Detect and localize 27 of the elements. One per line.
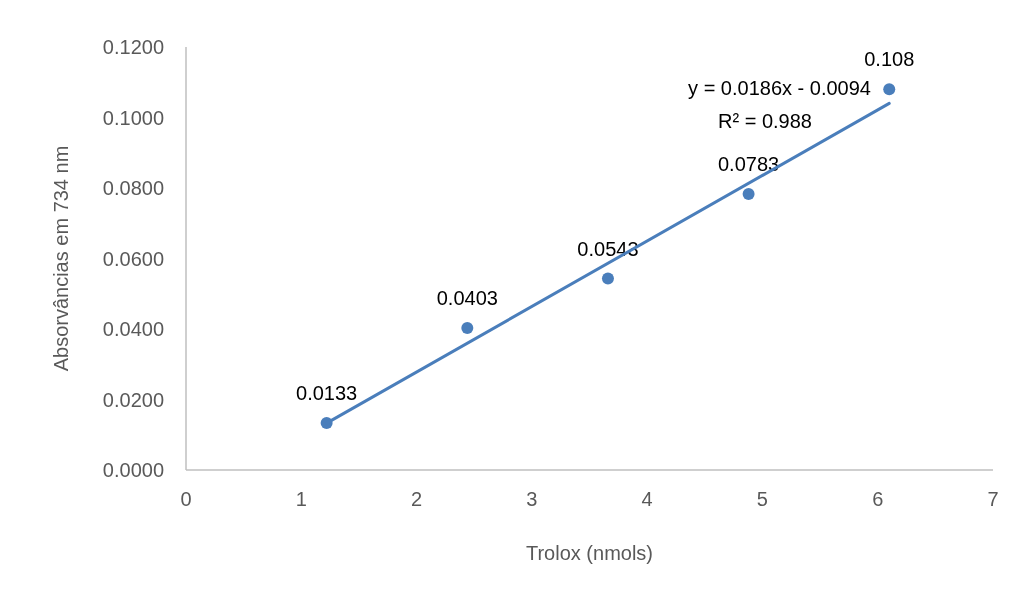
x-tick-label: 0	[180, 488, 192, 510]
annotation: R² = 0.988	[718, 110, 812, 132]
x-tick-label: 6	[872, 488, 884, 510]
x-axis-title: Trolox (nmols)	[525, 542, 654, 564]
y-tick-label: 0.0200	[102, 388, 164, 411]
y-tick-label: 0.1000	[102, 106, 164, 129]
data-label: 0.0133	[296, 382, 358, 405]
x-tick-label: 2	[411, 488, 423, 510]
data-label: 0.0403	[436, 286, 498, 309]
x-tick-label: 4	[641, 488, 653, 510]
point	[883, 83, 896, 96]
y-tick-label: 0.1200	[102, 36, 164, 58]
y-tick-label: 0.0400	[102, 318, 164, 340]
x-tick-label: 1	[295, 488, 307, 510]
point	[601, 272, 614, 285]
x-tick-label: 7	[987, 488, 999, 510]
y-tick-label: 0.0800	[102, 177, 164, 199]
y-tick-label: 0.0600	[102, 247, 164, 270]
x-tick-label: 5	[756, 488, 768, 510]
y-axis-title: Absorvâncias em 734 nm	[50, 145, 72, 372]
data-label: 0.0783	[718, 152, 780, 175]
data-label: 0.108	[864, 48, 915, 71]
point	[461, 321, 474, 334]
x-tick-label: 3	[526, 488, 538, 510]
y-tick-label: 0.0000	[102, 459, 164, 481]
annotation: y = 0.0186x - 0.0094	[688, 77, 871, 99]
point	[742, 187, 755, 200]
